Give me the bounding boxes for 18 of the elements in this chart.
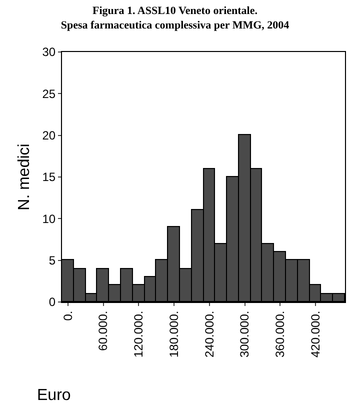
x-tick-label: 120.000. xyxy=(132,310,146,358)
y-tick-label: 10 xyxy=(42,212,56,226)
y-axis-title: N. medici xyxy=(16,144,34,210)
y-tick-label: 5 xyxy=(48,254,56,268)
x-tick-label: 300.000. xyxy=(238,310,252,358)
x-tick-label: 360.000. xyxy=(273,310,288,358)
x-tick-label: 180.000. xyxy=(166,310,181,358)
x-axis-title: Euro xyxy=(37,387,71,404)
x-tick-label: 60.000. xyxy=(96,310,110,351)
chart-title: Figura 1. ASSL10 Veneto orientale. Spesa farmaceutica complessiva per MMG, 2004 xyxy=(60,5,290,32)
x-tick-label: 0. xyxy=(60,310,75,321)
y-tick-label: 15 xyxy=(42,170,56,184)
y-tick-label: 25 xyxy=(42,86,56,101)
y-tick-label: 20 xyxy=(42,128,56,143)
x-tick-label: 420.000. xyxy=(308,310,322,358)
x-tick-label: 240.000. xyxy=(202,310,216,358)
y-tick-label: 0 xyxy=(48,295,56,310)
y-tick-label: 30 xyxy=(42,45,56,60)
